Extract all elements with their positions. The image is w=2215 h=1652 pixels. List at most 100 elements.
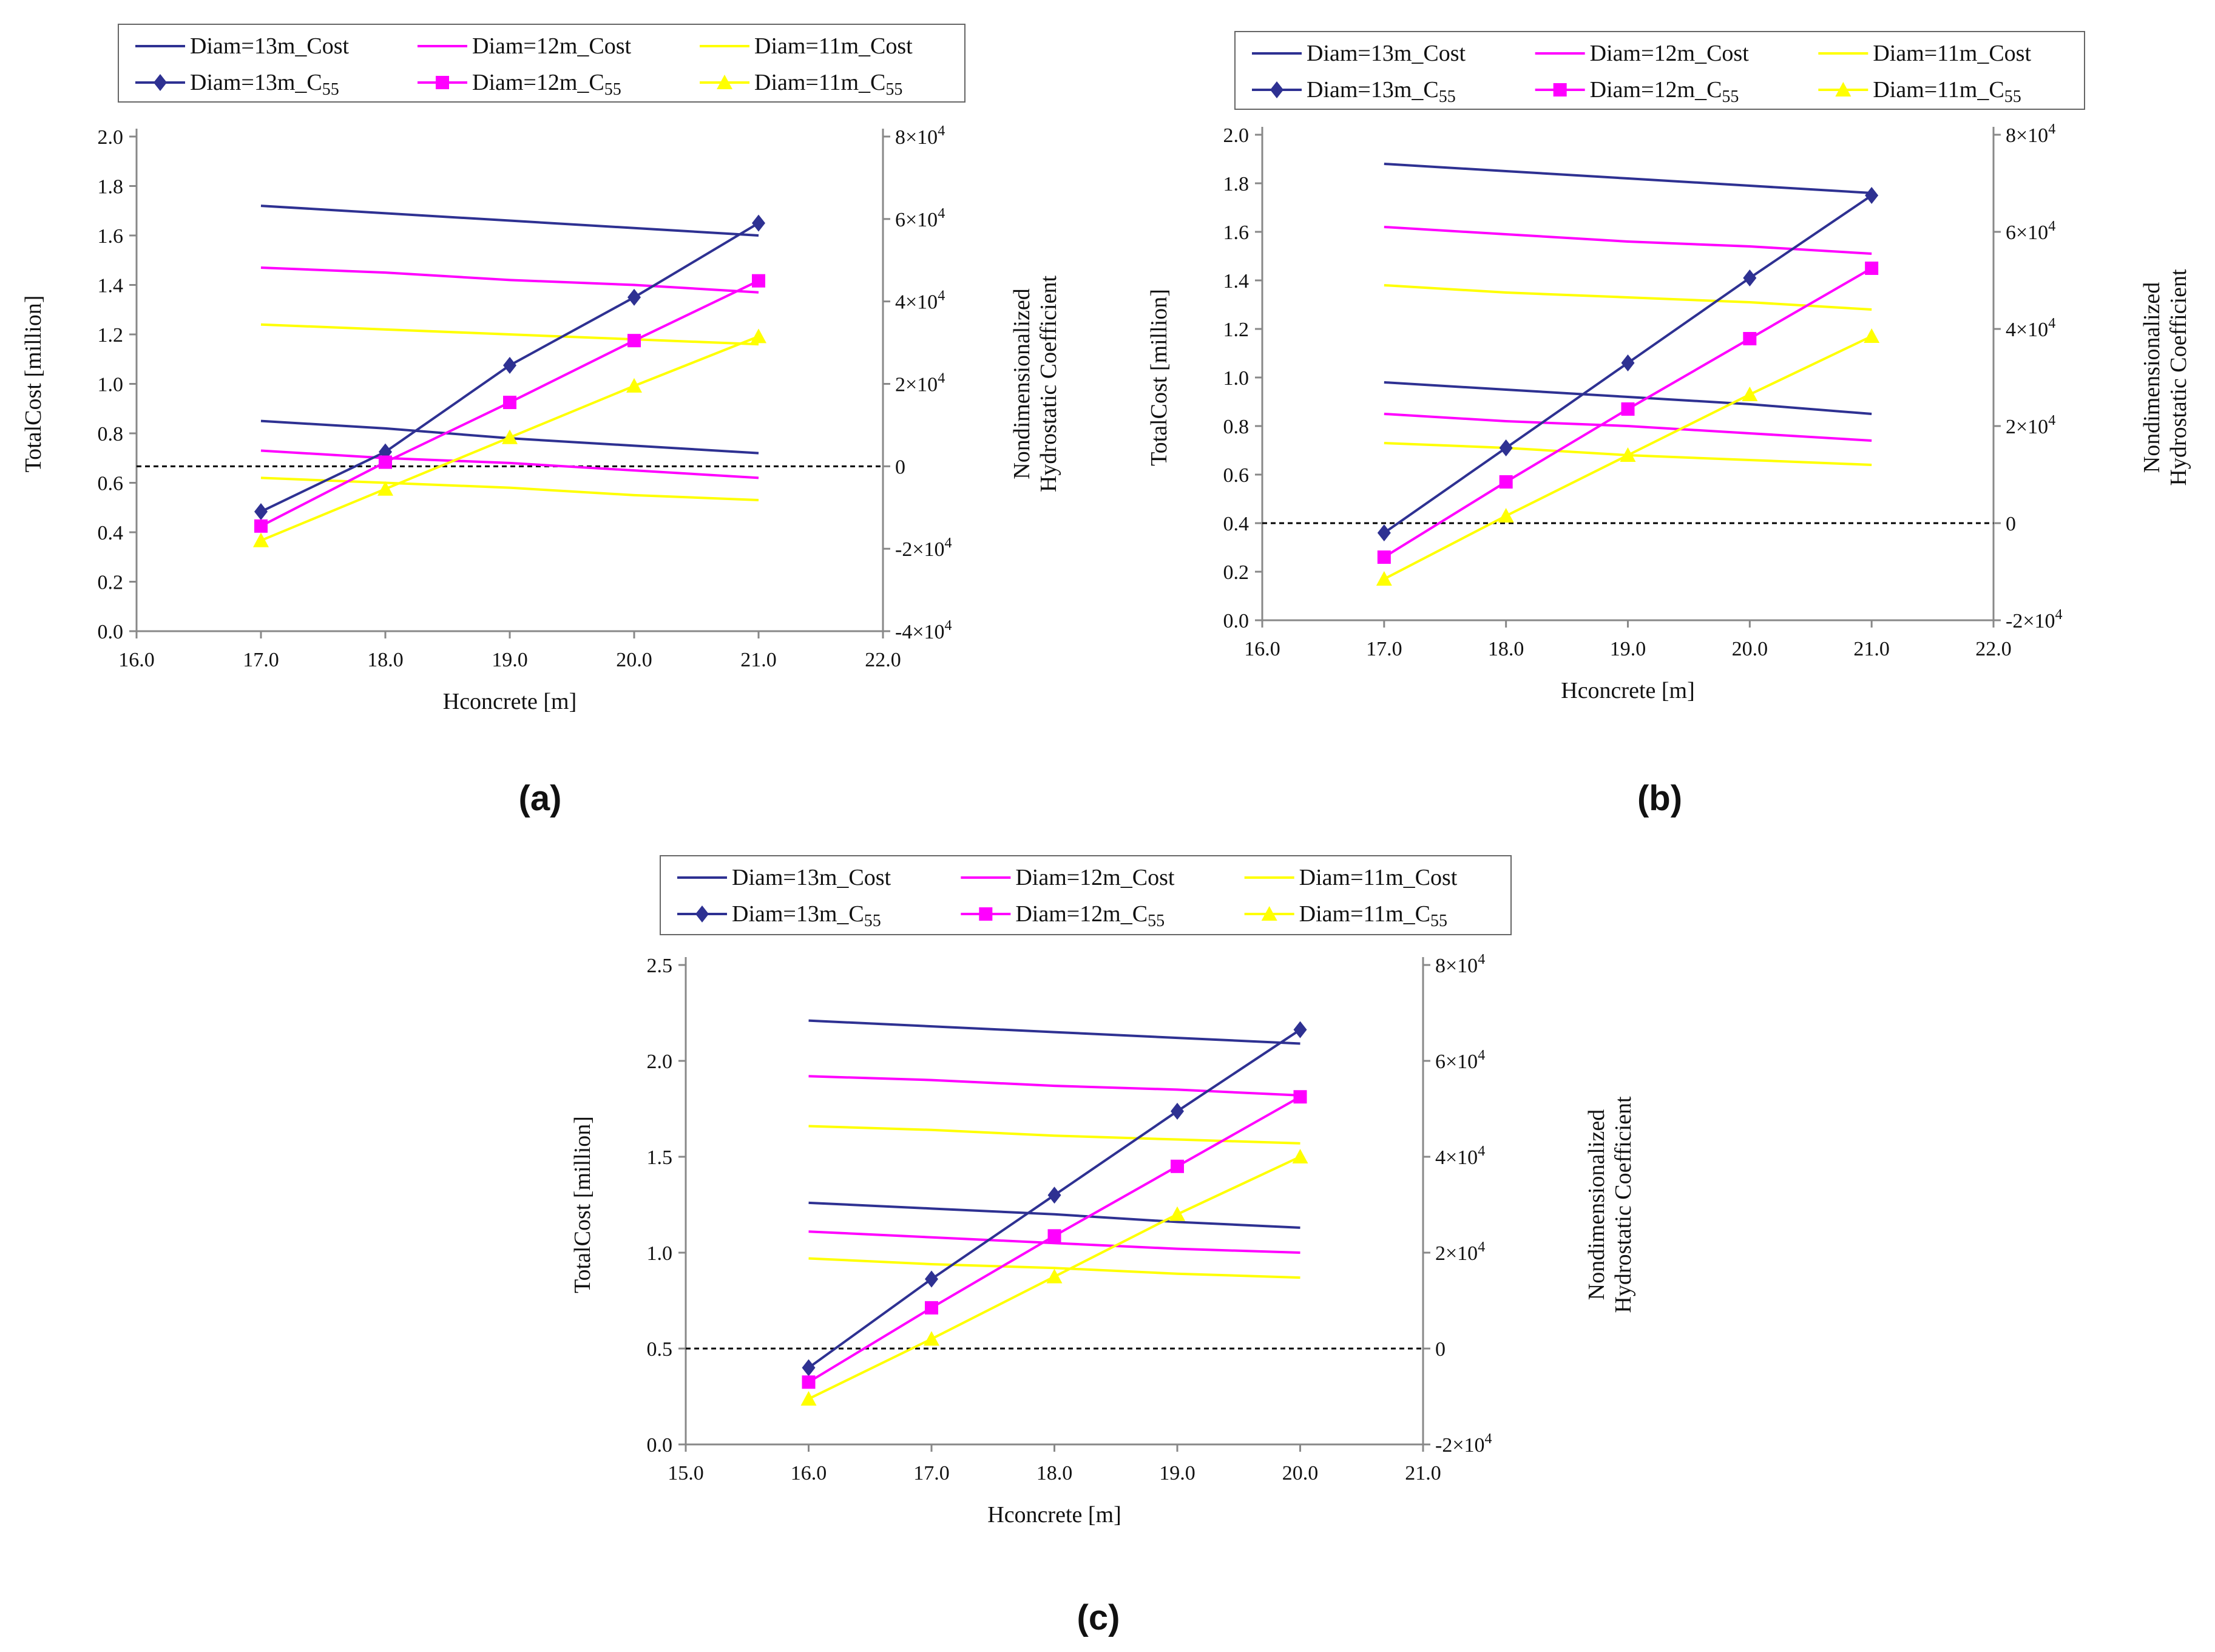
legend-swatch-marker [436, 76, 449, 89]
series-diam-11m-cost [1384, 284, 1872, 311]
y2-tick-label: 8×104 [1435, 952, 1485, 977]
legend-item: Diam=11m_C55 [1244, 901, 1447, 930]
chart-legend: Diam=13m_Cost Diam=12m_Cost Diam=11m_Cost D… [1234, 31, 2085, 110]
y-tick-label: 2.0 [647, 1051, 673, 1073]
data-point [1742, 387, 1758, 401]
data-point [800, 1390, 817, 1406]
y2-axis-title-line2: Hydrostatic Coefficient [2166, 269, 2191, 486]
y2-tick-label: 4×104 [2006, 316, 2055, 341]
data-point [503, 356, 516, 374]
series-line [808, 1257, 1300, 1279]
data-point [924, 1331, 939, 1346]
y2-tick-label-exponent: 4 [1478, 952, 1485, 967]
series-diam-12m-c55 [1377, 262, 1879, 564]
legend-swatch-marker [1261, 906, 1277, 921]
y2-tick-label: 0 [1435, 1338, 1446, 1361]
series-diam-12m-c55 [802, 1090, 1307, 1389]
y-tick-label: 0.5 [647, 1338, 673, 1361]
series-diam-11m-cost [260, 476, 759, 502]
y2-tick-label: 0 [895, 456, 905, 478]
legend-swatch-marker [1835, 82, 1851, 96]
legend-label: Diam=12m_Cost [1590, 41, 1750, 66]
data-point [1293, 1090, 1307, 1104]
data-point [1864, 328, 1880, 343]
series-diam-13m-cost [260, 205, 759, 237]
y2-tick-label-base: 2×10 [1435, 1242, 1478, 1265]
data-point [1498, 508, 1514, 523]
data-point [1621, 402, 1635, 416]
y2-tick-label: 6×104 [895, 206, 945, 231]
legend-frame [660, 855, 1512, 935]
y2-axis-title-line1: Nondimensionalized [1009, 288, 1035, 479]
series-diam-13m-cost [808, 1201, 1300, 1229]
legend-item: Diam=11m_C55 [700, 70, 902, 99]
y2-tick-label-base: 8×10 [2006, 124, 2048, 147]
series-diam-13m-c55 [254, 214, 765, 521]
legend-swatch-marker [979, 907, 993, 921]
y2-tick-label-exponent: 4 [945, 535, 952, 551]
data-point [1743, 332, 1757, 345]
x-tick-label: 20.0 [616, 649, 652, 671]
legend-item: Diam=13m_C55 [1252, 77, 1456, 106]
y2-tick-label-exponent: 4 [2055, 607, 2063, 623]
data-point [802, 1359, 816, 1376]
legend-label: Diam=12m_Cost [1015, 865, 1175, 890]
y-tick-label: 1.6 [98, 225, 124, 248]
series-line [1384, 284, 1872, 311]
legend-label: Diam=12m_C55 [1015, 901, 1165, 930]
data-point [752, 274, 765, 288]
y2-tick-label: 4×104 [1435, 1143, 1485, 1169]
y2-tick-label-base: -4×10 [895, 621, 945, 643]
series-line [1384, 226, 1872, 255]
data-point [1865, 187, 1879, 204]
legend-item: Diam=12m_Cost [418, 33, 632, 59]
y2-tick-label-base: 6×10 [2006, 222, 2048, 244]
series-diam-13m-cost [1384, 163, 1872, 194]
series-diam-12m-cost [260, 449, 759, 479]
y-tick-label: 0.6 [1223, 464, 1250, 487]
y2-tick-label-exponent: 4 [938, 371, 945, 387]
y-axis-title: TotalCost [million] [570, 1116, 595, 1293]
data-point [1377, 524, 1391, 541]
data-point [379, 455, 392, 469]
data-point [925, 1301, 938, 1315]
series-diam-11m-c55 [253, 328, 766, 547]
series-diam-11m-cost [808, 1125, 1300, 1145]
data-point [1047, 1229, 1061, 1243]
y2-tick-label: -2×104 [895, 535, 952, 561]
data-point [254, 519, 268, 533]
y2-tick-label: 2×104 [2006, 413, 2055, 438]
y-tick-label: 1.2 [1223, 319, 1250, 341]
data-point [1377, 550, 1391, 564]
y2-tick-label: -2×104 [2006, 607, 2063, 632]
y-tick-label: 0.6 [98, 473, 124, 495]
y2-tick-label-exponent: 4 [945, 618, 952, 634]
y2-tick-label-exponent: 4 [938, 206, 945, 222]
y2-tick-label-base: 4×10 [1435, 1146, 1478, 1169]
legend-item: Diam=13m_Cost [677, 865, 891, 890]
y2-tick-label-base: 4×10 [2006, 319, 2048, 341]
x-tick-label: 18.0 [367, 649, 404, 671]
y2-tick-label-base: 8×10 [1435, 955, 1478, 977]
data-point [1171, 1159, 1184, 1173]
legend-item: Diam=12m_C55 [961, 901, 1165, 930]
x-tick-label: 22.0 [1975, 638, 2012, 660]
y2-tick-label-exponent: 4 [1478, 1048, 1485, 1063]
legend-item: Diam=12m_C55 [1535, 77, 1739, 106]
x-tick-label: 20.0 [1282, 1462, 1319, 1484]
y2-tick-label-base: -2×10 [895, 538, 945, 561]
x-tick-label: 19.0 [492, 649, 528, 671]
series-diam-11m-cost [808, 1257, 1300, 1279]
y-tick-label: 0.8 [1223, 416, 1250, 438]
legend-item: Diam=11m_Cost [700, 33, 913, 59]
data-point [1499, 439, 1513, 456]
legend-swatch-marker [717, 75, 732, 89]
x-tick-label: 19.0 [1610, 638, 1646, 660]
panel-label: (b) [1637, 779, 1682, 818]
y2-tick-label: 2×104 [1435, 1239, 1485, 1265]
series-line [808, 1201, 1300, 1229]
legend-item: Diam=12m_Cost [961, 865, 1175, 890]
legend-label: Diam=12m_C55 [472, 70, 621, 99]
y2-tick-label-base: 0 [895, 456, 905, 478]
series-diam-12m-cost [808, 1230, 1300, 1254]
